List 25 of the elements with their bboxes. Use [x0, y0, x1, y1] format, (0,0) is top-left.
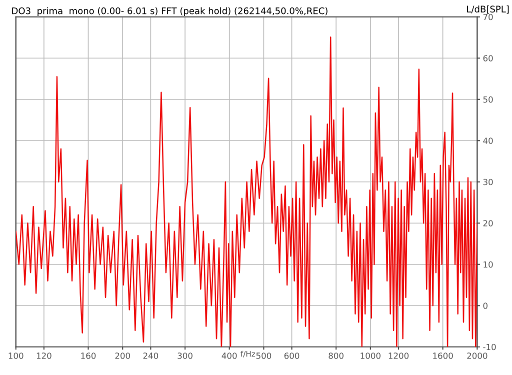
x-tick-label: 1600 — [433, 352, 453, 359]
x-tick-label: 500 — [256, 352, 272, 359]
y-tick-label: 0 — [483, 302, 488, 309]
x-tick-label: 400 — [222, 352, 237, 359]
x-tick-label: 1000 — [360, 352, 380, 359]
x-tick-label: 2000 — [467, 352, 488, 359]
y-tick-label: 70 — [483, 14, 493, 20]
y-tick-label: 10 — [484, 261, 493, 268]
y-tick-label: 30 — [483, 178, 493, 186]
y-axis-title: L/dB[SPL] — [467, 6, 509, 14]
x-tick-label: 1200 — [388, 352, 409, 359]
y-tick-label: 60 — [483, 55, 493, 62]
x-tick-label: 120 — [36, 352, 52, 359]
x-tick-label: 240 — [143, 352, 158, 359]
x-tick-label: 800 — [328, 352, 344, 359]
y-tick-label: -10 — [483, 344, 496, 350]
y-tick-label: 40 — [483, 138, 493, 144]
x-tick-label: 300 — [178, 352, 192, 359]
y-tick-label: 50 — [483, 96, 493, 103]
y-tick-label: 20 — [483, 220, 493, 226]
x-tick-label: 100 — [8, 352, 24, 359]
chart-title: DO3 prima mono (0.00- 6.01 s) FFT (peak hold) (262144,50.0%,REC) — [12, 7, 328, 16]
x-tick-label: 200 — [115, 352, 130, 359]
x-tick-label: 160 — [81, 352, 96, 359]
x-tick-label: 600 — [284, 352, 300, 359]
